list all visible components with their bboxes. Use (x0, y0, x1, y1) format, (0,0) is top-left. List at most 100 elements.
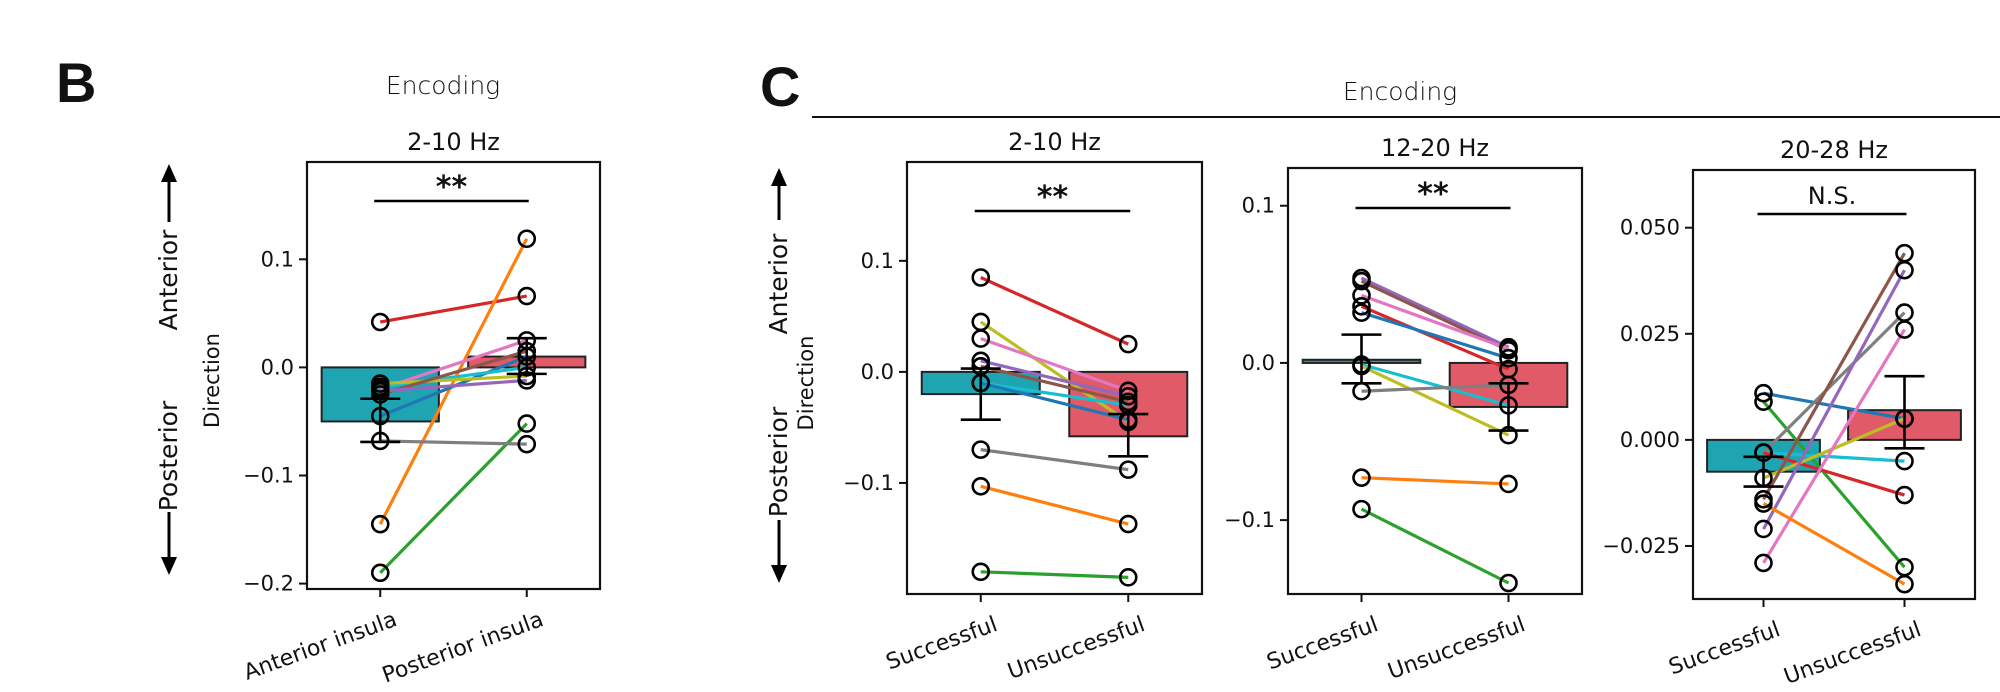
error-bar (1884, 374, 1925, 450)
subject-line (980, 337, 1129, 393)
x-tick-label: Successful (1666, 617, 1784, 680)
subject-line (1360, 364, 1510, 437)
subject-point (370, 514, 390, 534)
subject-line (1763, 451, 1905, 463)
significance-label: ** (1037, 180, 1069, 215)
subject-line (1762, 502, 1906, 586)
subject-point (971, 562, 991, 582)
x-tick-label: Anterior insula (241, 607, 401, 686)
subject-line (980, 570, 1129, 579)
subject-line (1360, 276, 1510, 349)
subject-line (1361, 383, 1509, 393)
y-tick-label: 0.050 (1620, 216, 1680, 240)
y-tick-label: −0.1 (843, 471, 894, 495)
error-bar (506, 336, 547, 376)
x-tick-label: Unsuccessful (1385, 612, 1529, 685)
subject-point (1118, 460, 1138, 479)
error-bar (960, 367, 1001, 421)
panel-b-header: Encoding (386, 71, 500, 100)
subject-point (1895, 260, 1914, 280)
subject-point (517, 434, 537, 454)
subject-point (1895, 574, 1914, 594)
arrow-up-icon (771, 168, 787, 220)
subject-point (517, 286, 537, 306)
panel-3: 12-20 Hz 0.1 0.0 −0.1 Successful Unsuccessful… (1224, 134, 1584, 685)
subject-line (380, 378, 527, 393)
subject-line (1361, 311, 1509, 360)
axes-frame (905, 160, 1204, 596)
subject-point (1895, 485, 1914, 505)
subject-point (1754, 383, 1773, 403)
subject-point (1352, 271, 1371, 291)
subject-point (517, 414, 537, 433)
subject-line (980, 276, 1129, 346)
subject-line (1762, 311, 1906, 454)
subject-point (1895, 451, 1914, 471)
y-tick-label: 0.1 (261, 247, 294, 271)
subject-point (971, 476, 991, 496)
subject-point (517, 229, 537, 249)
error-bar (1108, 412, 1149, 458)
panel-b-letter: B (56, 51, 96, 114)
subject-point (1352, 297, 1371, 316)
subject-line (980, 364, 1129, 404)
y-tick-label: −0.1 (243, 463, 294, 487)
subject-line (1361, 362, 1509, 407)
subject-point (1499, 573, 1518, 593)
subject-point (1895, 320, 1914, 339)
subject-point (1352, 499, 1371, 519)
subject-line (1762, 269, 1906, 530)
subject-point (1118, 514, 1138, 534)
subject-point (1895, 243, 1914, 263)
direction-anterior-label: Anterior (764, 233, 793, 335)
subject-line (380, 374, 527, 386)
panel-2: 2-10 Hz 0.1 0.0 −0.1 Successful Unsuccessful D… (794, 128, 1204, 685)
subject-line (979, 320, 1130, 424)
error-bar (1743, 455, 1784, 488)
axes-frame (305, 160, 602, 591)
subject-point (370, 563, 390, 583)
subject-point (971, 440, 991, 459)
y-tick-label: 0.0 (1242, 351, 1275, 375)
significance-label: ** (1417, 177, 1449, 212)
subject-line (980, 381, 1129, 422)
subject-point (370, 374, 390, 393)
x-tick-label: Successful (883, 612, 1001, 675)
subject-point (1754, 392, 1773, 411)
y-tick-label: 0.1 (861, 249, 894, 273)
subject-point (1118, 387, 1138, 406)
subject-point (1118, 334, 1138, 354)
y-tick-label: 0.1 (1242, 194, 1275, 218)
subplot-title: 12-20 Hz (1381, 134, 1489, 162)
y-tick-label: −0.1 (1224, 508, 1275, 532)
arrow-up-icon (161, 164, 177, 222)
subject-line (379, 294, 528, 324)
subject-point (1754, 519, 1773, 539)
error-bar (1341, 333, 1382, 385)
subject-point (971, 268, 991, 287)
panel-1: 2-10 Hz 0.1 0.0 −0.1 −0.2 Anterior insulaPost… (200, 128, 602, 689)
error-bar (360, 397, 401, 444)
subject-line (980, 359, 1129, 398)
subject-point (1499, 474, 1518, 494)
subject-line (1361, 476, 1509, 486)
subject-point (370, 312, 390, 332)
y-axis-label: Direction (794, 336, 818, 431)
subplot-title: 2-10 Hz (1008, 128, 1101, 156)
subject-point (971, 329, 991, 348)
direction-posterior-label: Posterior (764, 406, 793, 517)
subject-line (1360, 293, 1510, 351)
x-tick-label: Successful (1264, 612, 1382, 675)
subject-line (1360, 304, 1510, 371)
axes-frame (1286, 166, 1584, 596)
subplot-title: 2-10 Hz (407, 128, 500, 156)
subject-point (1352, 303, 1371, 322)
subject-point (1499, 348, 1518, 368)
subject-point (1118, 381, 1138, 401)
subject-point (1754, 494, 1773, 513)
x-tick-label: Posterior insula (379, 607, 547, 688)
subject-line (1360, 507, 1510, 585)
y-tick-label: 0.0 (261, 355, 294, 379)
